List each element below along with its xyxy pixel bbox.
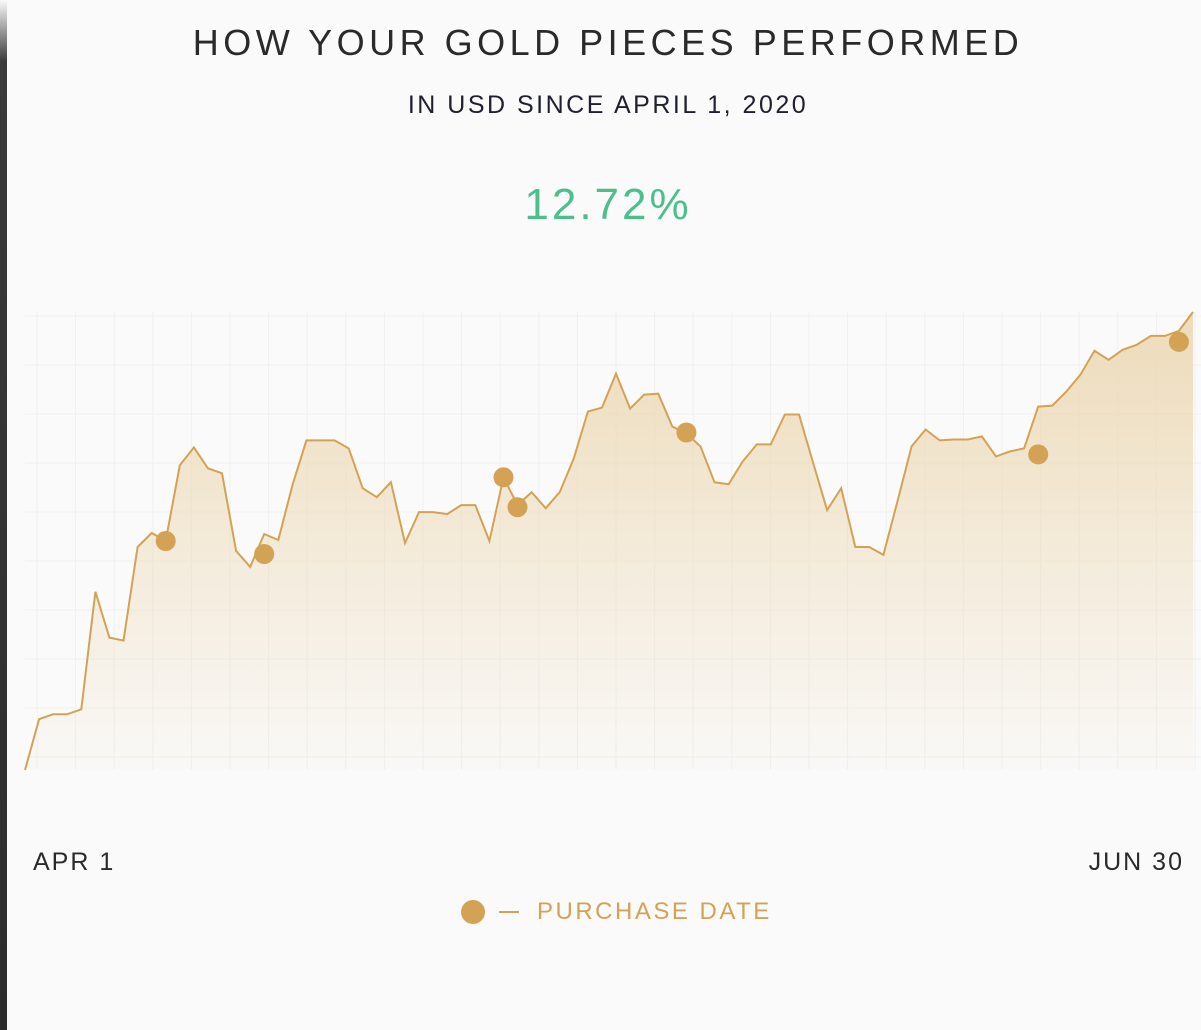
purchase-point [1028, 444, 1049, 465]
purchase-point [155, 531, 176, 551]
legend-dot-icon [461, 900, 485, 924]
chart-subtitle: IN USD SINCE APRIL 1, 2020 [407, 91, 809, 119]
purchase-point [254, 544, 275, 564]
performance-percent: 12.72% [524, 180, 692, 229]
price-line [24, 311, 1194, 771]
legend: PURCHASE DATE [461, 897, 772, 927]
purchase-points [155, 331, 1189, 564]
purchase-point [676, 422, 697, 443]
window-edge [0, 0, 7, 1030]
purchase-point [1168, 331, 1189, 352]
area-fill [25, 312, 1193, 770]
purchase-point [493, 467, 514, 488]
legend-label: PURCHASE DATE [537, 898, 772, 925]
legend-dash [499, 911, 519, 913]
x-axis-end-label: JUN 30 [1088, 848, 1184, 876]
chart-title: HOW YOUR GOLD PIECES PERFORMED [192, 22, 1024, 63]
purchase-point [507, 497, 528, 518]
x-axis-start-label: APR 1 [33, 848, 116, 876]
